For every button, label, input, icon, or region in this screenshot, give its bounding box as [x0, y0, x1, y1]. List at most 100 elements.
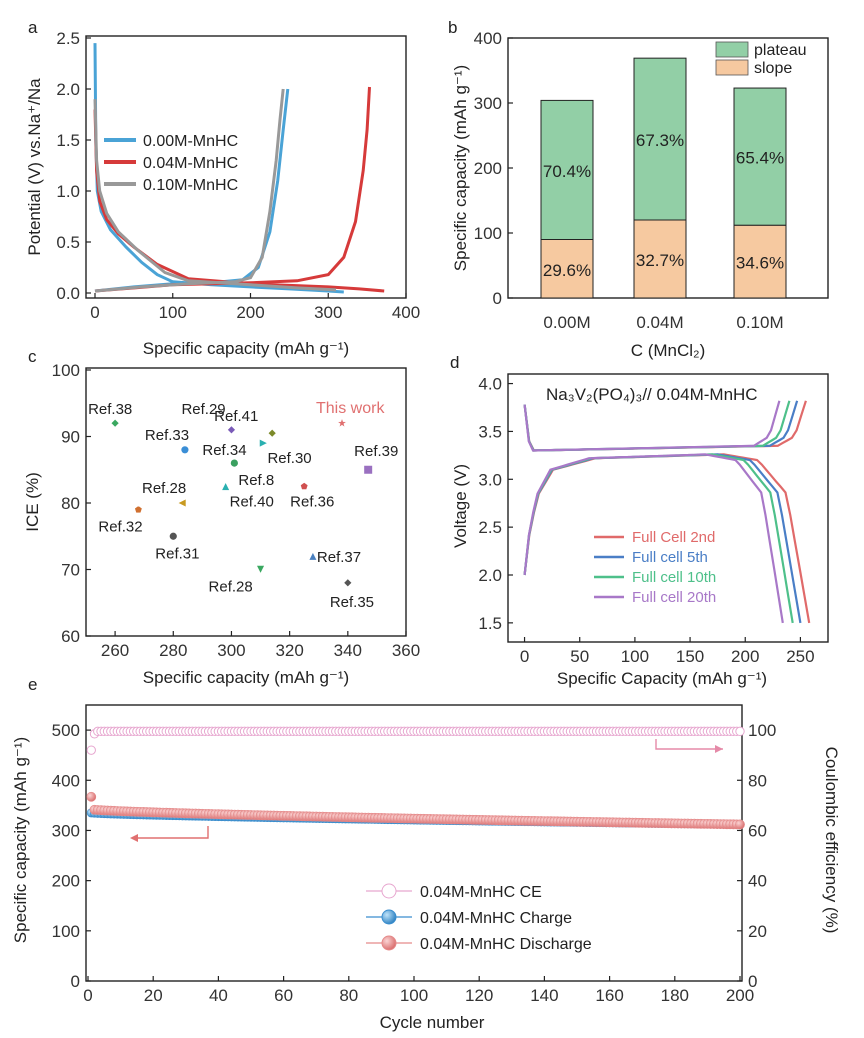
chart-c-point [227, 425, 236, 435]
chart-c-point-label: Ref.37 [317, 549, 361, 566]
chart-e-cap-arrowhead [130, 834, 138, 842]
chart-e-cap-arrow [138, 826, 209, 839]
chart-e-ytick-label: 200 [52, 872, 80, 891]
chart-c-ylabel: ICE (%) [23, 472, 42, 532]
chart-d-ylabel: Voltage (V) [451, 464, 470, 548]
chart-c-point-label: Ref.30 [267, 450, 311, 467]
chart-c-point [308, 551, 318, 561]
chart-a-frame [85, 35, 407, 299]
chart-c-point-label: Ref.29 [181, 401, 225, 418]
chart-e-discharge-point [86, 791, 97, 802]
chart-e-xtick-label: 20 [144, 986, 163, 1005]
chart-b-bar-slope [633, 219, 687, 299]
chart-a-legend-label: 0.10M-MnHC [143, 177, 238, 194]
chart-a-ticks: 0 100 200 300 400 0.0 0.5 1.0 1.5 2.0 2.5 [56, 29, 420, 322]
chart-c-point [168, 531, 178, 541]
chart-e-y2tick-label: 80 [748, 771, 767, 790]
chart-b-bar-slope [540, 239, 594, 299]
chart-e-legend: 0.04M-MnHC CE 0.04M-MnHC Charge 0.04M-MnHC… [366, 883, 592, 953]
chart-e-ylabel: Specific capacity (mAh g⁻¹) [11, 737, 30, 943]
chart-b-ytick-label: 100 [474, 224, 502, 243]
chart-b-legend-swatch [715, 41, 749, 58]
chart-e-xtick-label: 40 [209, 986, 228, 1005]
chart-c-point [364, 465, 373, 474]
chart-c-point [180, 445, 190, 455]
chart-e-y2tick-label: 60 [748, 821, 767, 840]
chart-e-legend-label: 0.04M-MnHC CE [420, 884, 542, 901]
chart-d-ytick-label: 2.0 [478, 566, 502, 585]
chart-e-y2tick-label: 100 [748, 721, 776, 740]
chart-c-xtick-label: 300 [217, 641, 245, 660]
chart-e-ce-arrow [655, 739, 723, 750]
chart-c-point [256, 565, 266, 575]
chart-a-ytick-label: 2.5 [56, 29, 80, 48]
chart-a-xlabel: Specific capacity (mAh g⁻¹) [143, 339, 349, 358]
chart-c-xtick-label: 280 [159, 641, 187, 660]
chart-e-xtick-label: 160 [595, 986, 623, 1005]
chart-d-ytick-label: 3.5 [478, 422, 502, 441]
chart-d-ytick-label: 4.0 [478, 375, 502, 394]
chart-a-xtick-label: 300 [314, 303, 342, 322]
chart-d-xtick-label: 0 [520, 647, 529, 666]
chart-c-point [177, 498, 187, 508]
chart-b-ytick-label: 300 [474, 94, 502, 113]
chart-b-bar-slope [733, 224, 787, 299]
chart-b-bar-label: 29.6% [543, 261, 591, 280]
chart-d-ticks: 0 50 100 150 200 250 1.5 2.0 2.5 3.0 3.5 4.0 [478, 375, 814, 666]
chart-d-xtick-label: 250 [786, 647, 814, 666]
chart-b-bars: 29.6% 70.4% 32.7% 67.3% 34.6% 65.4% [540, 57, 787, 299]
chart-d-ytick-label: 1.5 [478, 614, 502, 633]
chart-e-y2label: Coulombic efficiency (%) [822, 747, 841, 934]
chart-a-ytick-label: 0.5 [56, 233, 80, 252]
chart-d-xtick-label: 100 [621, 647, 649, 666]
chart-a-ytick-label: 1.0 [56, 182, 80, 201]
chart-e-xlabel: Cycle number [380, 1013, 485, 1032]
chart-d-xtick-label: 150 [676, 647, 704, 666]
chart-e-y2tick-label: 0 [748, 972, 757, 991]
chart-e-axis-arrows [130, 739, 723, 842]
chart-e-xtick-label: 60 [274, 986, 293, 1005]
chart-c-ytick-label: 80 [61, 494, 80, 513]
chart-b: 0 100 200 300 400 0.00M 0.04M 0.10M 29.6% 70.4% 3… [451, 29, 829, 360]
chart-c-ticks: 260 280 300 320 340 360 60 70 80 90 100 [52, 361, 421, 660]
chart-d-charge-line [523, 400, 791, 452]
chart-d: 0 50 100 150 200 250 1.5 2.0 2.5 3.0 3.5 4.0 Na₃V₂(… [451, 373, 829, 688]
chart-c-point [110, 418, 120, 428]
chart-e-xtick-label: 100 [400, 986, 428, 1005]
chart-c-xtick-label: 260 [101, 641, 129, 660]
chart-e-xtick-label: 180 [661, 986, 689, 1005]
chart-b-ytick-label: 400 [474, 29, 502, 48]
chart-a-lines [93, 43, 385, 294]
chart-b-ytick-label: 0 [493, 289, 502, 308]
chart-b-xtick-label: 0.04M [636, 313, 683, 332]
chart-a-xtick-label: 200 [236, 303, 264, 322]
chart-c-point [336, 417, 348, 428]
chart-c-point-label: Ref.41 [214, 408, 258, 425]
chart-c-point [259, 438, 269, 448]
chart-a-xtick-label: 400 [392, 303, 420, 322]
chart-b-ticks: 0 100 200 300 400 0.00M 0.04M 0.10M [474, 29, 784, 332]
chart-c-point-label: Ref.38 [88, 401, 132, 418]
chart-b-bar-label: 70.4% [543, 162, 591, 181]
chart-a-ytick-label: 1.5 [56, 131, 80, 150]
chart-a-discharge-line [93, 109, 385, 293]
chart-c-point-label: Ref.32 [98, 519, 142, 536]
chart-a-ytick-label: 0.0 [56, 284, 80, 303]
chart-e-legend-marker [381, 909, 397, 925]
chart-d-legend-label: Full cell 20th [632, 589, 716, 606]
chart-c-point-label: This work [316, 400, 385, 417]
chart-c-point-label: Ref.31 [155, 545, 199, 562]
panel-label-e: e [28, 675, 37, 694]
chart-e-ticks: 0 20 40 60 80 100 120 140 160 180 2000100200300400… [52, 721, 777, 1005]
chart-b-bar-plateau [540, 99, 594, 241]
chart-a-legend-label: 0.00M-MnHC [143, 133, 238, 150]
chart-b-ytick-label: 200 [474, 159, 502, 178]
chart-c-xtick-label: 360 [392, 641, 420, 660]
chart-d-charge-line [523, 400, 807, 452]
chart-a-discharge-line [93, 99, 337, 292]
chart-b-legend-label: plateau [754, 42, 807, 59]
chart-c-xtick-label: 320 [275, 641, 303, 660]
chart-c-frame [85, 367, 407, 637]
